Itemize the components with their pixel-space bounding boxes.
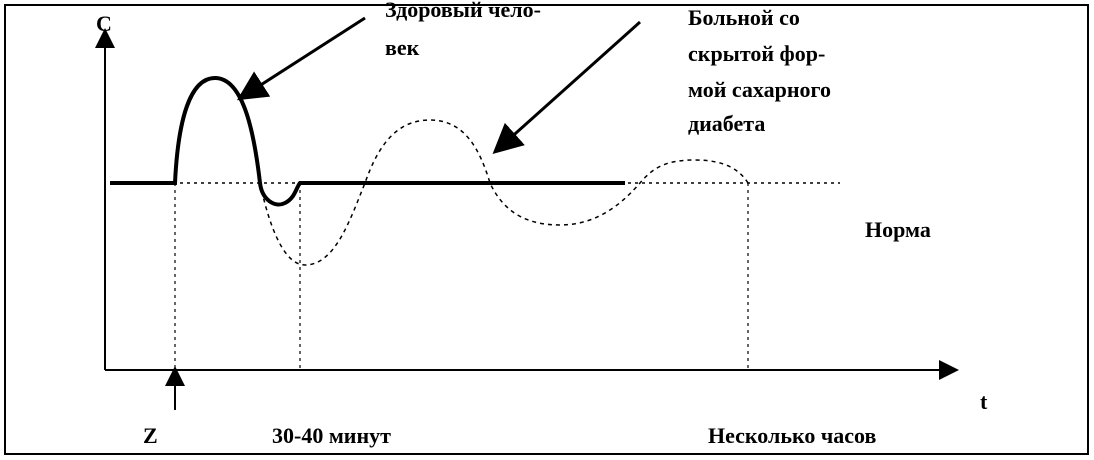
curve-label: скрытой фор- (688, 41, 825, 66)
pointer-arrow (236, 16, 366, 101)
patient-curve (259, 119, 749, 266)
curve-label: диабета (688, 111, 765, 136)
curve-label: мой сахарного (688, 77, 831, 102)
time-label: Несколько часов (708, 423, 876, 448)
axis-label: t (980, 389, 988, 414)
time-label: Z (143, 423, 158, 448)
axis-label: C (96, 11, 112, 36)
healthy-curve (110, 75, 625, 207)
curve-label: Здоровый чело- (385, 0, 541, 22)
pointer-arrow (492, 20, 642, 155)
time-label: 30-40 минут (272, 423, 391, 448)
frame (4, 4, 1089, 455)
curve-label: Больной со (688, 5, 800, 30)
curve-label: век (385, 35, 420, 60)
norm-label: Норма (865, 217, 931, 242)
